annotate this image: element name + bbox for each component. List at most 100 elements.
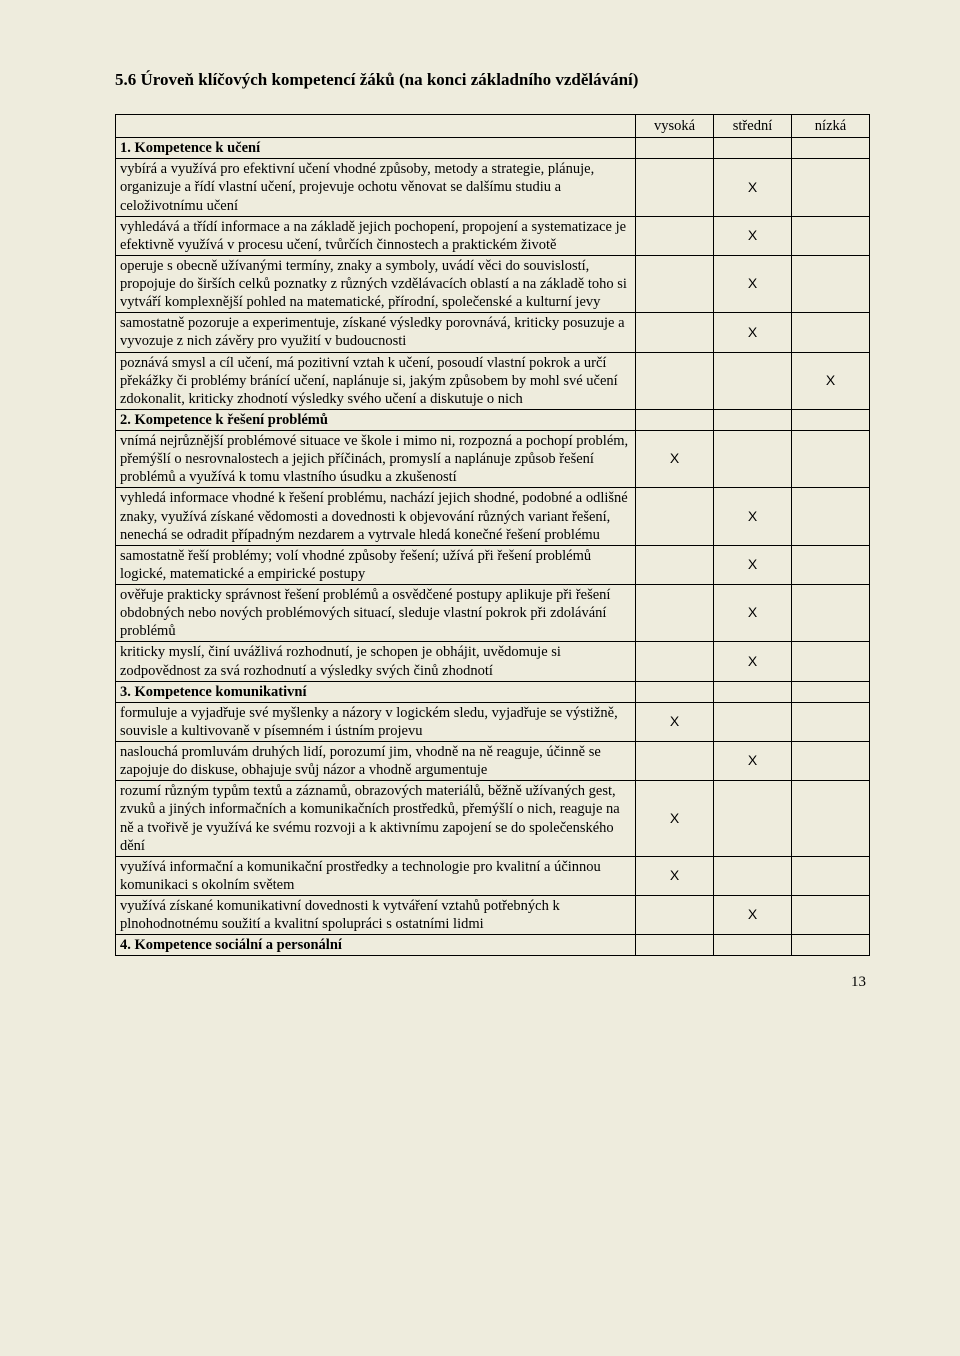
mark-vysoka: X [636,702,714,741]
mark-stredni [714,781,792,857]
table-heading-row: 2. Kompetence k řešení problémů [116,409,870,430]
mark-stredni: X [714,255,792,312]
mark-stredni: X [714,545,792,584]
mark-vysoka: X [636,856,714,895]
mark-stredni: X [714,313,792,352]
mark-stredni: X [714,896,792,935]
mark-stredni: X [714,642,792,681]
competency-description: vybírá a využívá pro efektivní učení vho… [116,159,636,216]
mark-vysoka: X [636,781,714,857]
table-row: rozumí různým typům textů a záznamů, obr… [116,781,870,857]
mark-nizka [792,409,870,430]
table-row: ověřuje prakticky správnost řešení probl… [116,585,870,642]
competency-heading: 3. Kompetence komunikativní [116,681,636,702]
competency-description: samostatně řeší problémy; volí vhodné zp… [116,545,636,584]
competency-table: vysoká střední nízká 1. Kompetence k uče… [115,114,870,956]
table-row: samostatně pozoruje a experimentuje, zís… [116,313,870,352]
section-title: 5.6 Úroveň klíčových kompetencí žáků (na… [115,70,870,90]
table-row: vnímá nejrůznější problémové situace ve … [116,431,870,488]
table-heading-row: 1. Kompetence k učení [116,138,870,159]
mark-nizka [792,159,870,216]
competency-heading: 4. Kompetence sociální a personální [116,935,636,956]
mark-stredni: X [714,742,792,781]
mark-nizka [792,856,870,895]
mark-stredni [714,702,792,741]
mark-nizka [792,681,870,702]
table-header-row: vysoká střední nízká [116,115,870,138]
mark-stredni [714,935,792,956]
table-row: využívá informační a komunikační prostře… [116,856,870,895]
mark-nizka [792,935,870,956]
competency-description: vyhledává a třídí informace a na základě… [116,216,636,255]
mark-nizka [792,138,870,159]
mark-vysoka [636,896,714,935]
competency-description: vyhledá informace vhodné k řešení problé… [116,488,636,545]
table-row: využívá získané komunikativní dovednosti… [116,896,870,935]
competency-heading: 1. Kompetence k učení [116,138,636,159]
competency-heading: 2. Kompetence k řešení problémů [116,409,636,430]
mark-nizka [792,702,870,741]
page-number: 13 [115,974,870,991]
competency-description: rozumí různým typům textů a záznamů, obr… [116,781,636,857]
mark-stredni [714,409,792,430]
mark-stredni [714,681,792,702]
mark-vysoka [636,216,714,255]
mark-nizka [792,642,870,681]
mark-vysoka [636,159,714,216]
mark-stredni: X [714,585,792,642]
table-row: formuluje a vyjadřuje své myšlenky a náz… [116,702,870,741]
mark-vysoka [636,585,714,642]
table-row: operuje s obecně užívanými termíny, znak… [116,255,870,312]
competency-description: naslouchá promluvám druhých lidí, porozu… [116,742,636,781]
table-row: naslouchá promluvám druhých lidí, porozu… [116,742,870,781]
mark-vysoka [636,255,714,312]
table-heading-row: 3. Kompetence komunikativní [116,681,870,702]
mark-vysoka [636,642,714,681]
mark-vysoka [636,409,714,430]
mark-nizka [792,216,870,255]
mark-vysoka [636,138,714,159]
competency-description: formuluje a vyjadřuje své myšlenky a náz… [116,702,636,741]
table-row: samostatně řeší problémy; volí vhodné zp… [116,545,870,584]
mark-stredni: X [714,216,792,255]
mark-nizka [792,585,870,642]
mark-vysoka [636,681,714,702]
mark-stredni: X [714,159,792,216]
mark-nizka [792,488,870,545]
mark-nizka [792,742,870,781]
header-vysoka: vysoká [636,115,714,138]
header-stredni: střední [714,115,792,138]
competency-description: využívá získané komunikativní dovednosti… [116,896,636,935]
mark-vysoka: X [636,431,714,488]
mark-vysoka [636,545,714,584]
table-row: vybírá a využívá pro efektivní učení vho… [116,159,870,216]
header-nizka: nízká [792,115,870,138]
mark-stredni [714,856,792,895]
competency-description: samostatně pozoruje a experimentuje, zís… [116,313,636,352]
table-row: kriticky myslí, činí uvážlivá rozhodnutí… [116,642,870,681]
mark-nizka: X [792,352,870,409]
competency-description: ověřuje prakticky správnost řešení probl… [116,585,636,642]
mark-nizka [792,255,870,312]
table-row: vyhledává a třídí informace a na základě… [116,216,870,255]
mark-vysoka [636,313,714,352]
mark-nizka [792,313,870,352]
mark-stredni [714,138,792,159]
table-row: vyhledá informace vhodné k řešení problé… [116,488,870,545]
mark-vysoka [636,488,714,545]
mark-nizka [792,781,870,857]
table-heading-row: 4. Kompetence sociální a personální [116,935,870,956]
table-row: poznává smysl a cíl učení, má pozitivní … [116,352,870,409]
mark-nizka [792,896,870,935]
mark-nizka [792,431,870,488]
mark-vysoka [636,352,714,409]
competency-description: kriticky myslí, činí uvážlivá rozhodnutí… [116,642,636,681]
mark-stredni [714,431,792,488]
mark-stredni [714,352,792,409]
competency-description: operuje s obecně užívanými termíny, znak… [116,255,636,312]
mark-vysoka [636,935,714,956]
mark-stredni: X [714,488,792,545]
mark-nizka [792,545,870,584]
mark-vysoka [636,742,714,781]
competency-description: vnímá nejrůznější problémové situace ve … [116,431,636,488]
